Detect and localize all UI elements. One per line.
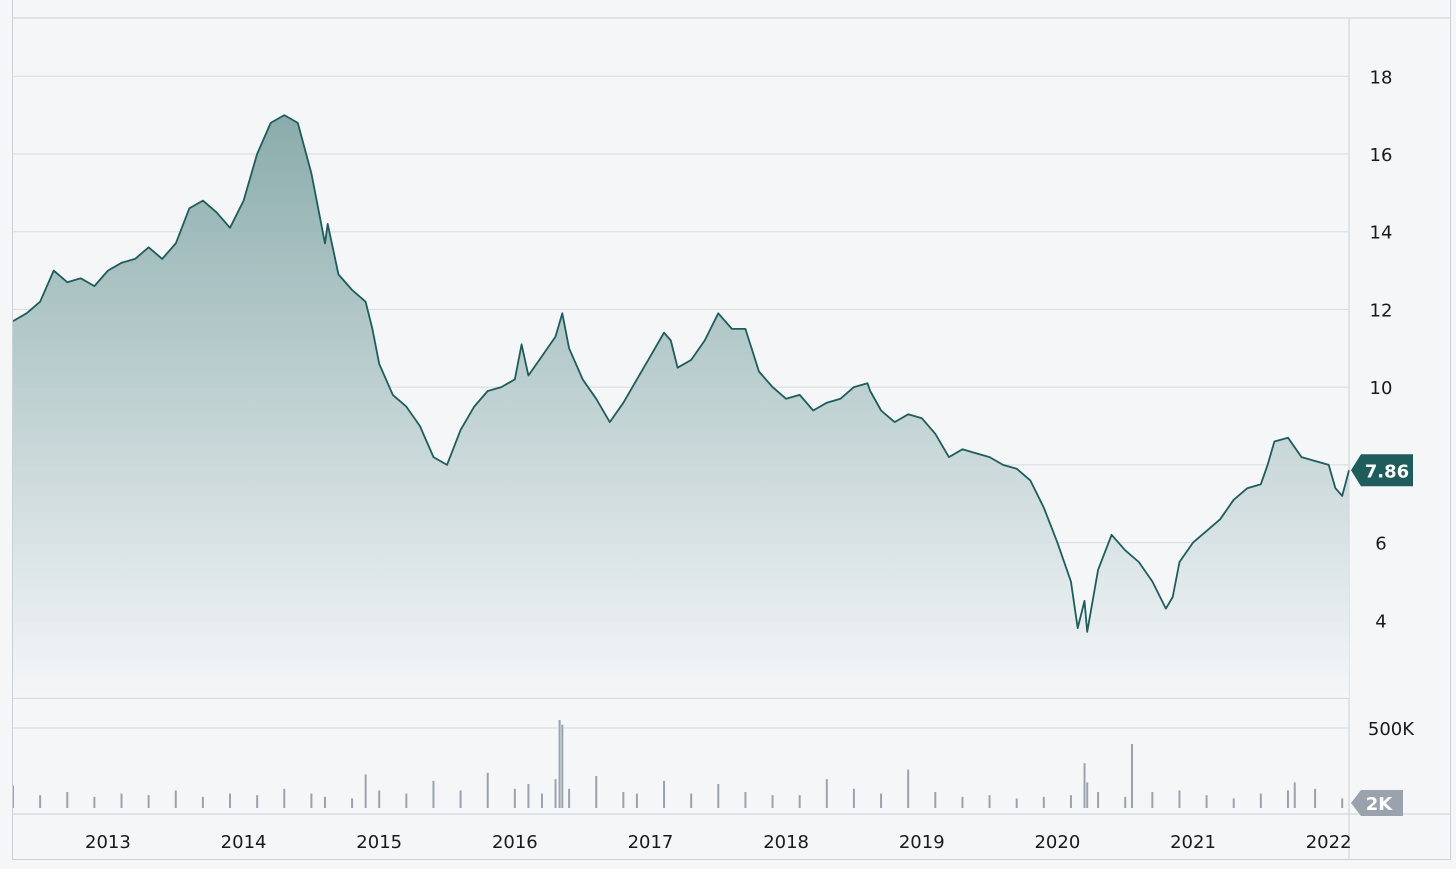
y-tick-label: 14 — [1370, 223, 1393, 244]
volume-bar — [201, 796, 204, 808]
price-area — [13, 115, 1349, 699]
volume-bar — [1015, 798, 1018, 808]
volume-bar — [1205, 795, 1208, 808]
volume-bar — [310, 793, 313, 808]
volume-tick-label: 500K — [1368, 719, 1415, 740]
volume-current-label: 2K — [1366, 794, 1394, 815]
x-tick-label: 2019 — [899, 832, 945, 853]
volume-bar — [174, 790, 177, 808]
volume-bar — [744, 792, 747, 808]
volume-bar — [1178, 790, 1181, 808]
volume-bar — [690, 793, 693, 808]
volume-bar — [717, 784, 720, 808]
volume-bar — [486, 772, 489, 808]
volume-bar — [852, 788, 855, 808]
volume-bar — [1293, 782, 1296, 808]
y-tick-label: 10 — [1370, 378, 1393, 399]
current-price-tag — [1351, 454, 1413, 487]
volume-bar — [459, 790, 462, 808]
time-axis: 2013 2014 2015 2016 2017 2018 2019 2020 2021 2022 — [85, 832, 1352, 853]
volume-bar — [432, 780, 435, 808]
volume-bar — [256, 795, 259, 808]
x-tick-label: 2017 — [628, 832, 674, 853]
volume-bar — [771, 795, 774, 808]
volume-bar — [1086, 782, 1089, 808]
y-tick-label: 16 — [1370, 145, 1393, 166]
volume-bar — [825, 779, 828, 808]
volume-bar — [595, 776, 598, 808]
x-tick-label: 2020 — [1034, 832, 1080, 853]
x-tick-label: 2018 — [763, 832, 809, 853]
price-line — [12, 114, 1350, 633]
volume-bar — [988, 795, 991, 808]
volume-bar — [561, 724, 564, 808]
price-series-line — [12, 114, 1350, 633]
volume-bar — [527, 784, 530, 808]
volume-bar — [351, 798, 354, 808]
volume-bar — [66, 792, 69, 808]
volume-bar — [1124, 796, 1127, 808]
volume-axis: 500K 2K — [1351, 719, 1415, 816]
current-price-label: 7.86 — [1365, 461, 1409, 482]
volume-bar — [1042, 796, 1045, 808]
x-tick-label: 2022 — [1306, 832, 1352, 853]
volume-bar — [1083, 763, 1086, 808]
volume-bar — [554, 779, 557, 808]
volume-bar — [323, 796, 326, 808]
volume-bar — [39, 795, 42, 808]
volume-bar — [1151, 792, 1154, 808]
volume-bar — [798, 795, 801, 808]
volume-bar — [635, 793, 638, 808]
volume-bar — [1314, 788, 1317, 808]
volume-bar — [364, 774, 367, 808]
volume-bar — [907, 769, 910, 808]
volume-bar — [12, 785, 14, 808]
volume-bar — [283, 788, 286, 808]
volume-bar — [961, 796, 964, 808]
volume-bar — [93, 796, 96, 808]
volume-tag — [1351, 790, 1403, 816]
volume-bar — [229, 793, 232, 808]
volume-bar — [513, 788, 516, 808]
volume-bar — [1069, 795, 1072, 808]
volume-bar — [622, 792, 625, 808]
volume-bar — [120, 793, 123, 808]
price-axis: 4 6 10 12 14 16 18 — [1370, 67, 1393, 632]
chart-frame: 4 6 10 12 14 16 18 7.86 500K 2K 2013 2014 2015 201… — [12, 0, 1451, 860]
volume-bar — [558, 720, 561, 808]
volume-bar — [568, 788, 571, 808]
current-price-badge: 7.86 — [1351, 454, 1413, 487]
x-tick-label: 2015 — [356, 832, 402, 853]
volume-bar — [1341, 798, 1344, 808]
volume-bar — [934, 792, 937, 808]
x-tick-label: 2013 — [85, 832, 131, 853]
x-tick-label: 2014 — [221, 832, 267, 853]
volume-bar — [1097, 792, 1100, 808]
y-tick-label: 18 — [1370, 67, 1393, 88]
volume-bar — [880, 793, 883, 808]
volume-bar — [378, 790, 381, 808]
y-tick-label: 6 — [1375, 534, 1386, 555]
y-tick-label: 4 — [1375, 611, 1386, 632]
volume-bar — [147, 795, 150, 808]
volume-bar — [1286, 790, 1289, 808]
volume-bar — [1130, 744, 1133, 808]
price-area-fill — [13, 115, 1349, 699]
x-tick-label: 2021 — [1170, 832, 1216, 853]
volume-bar — [1259, 793, 1262, 808]
volume-bars — [12, 720, 1344, 808]
x-tick-label: 2016 — [492, 832, 538, 853]
y-tick-label: 12 — [1370, 300, 1393, 321]
volume-bar — [1232, 798, 1235, 808]
volume-bar — [663, 780, 666, 808]
volume-bar — [540, 793, 543, 808]
volume-bar — [405, 793, 408, 808]
